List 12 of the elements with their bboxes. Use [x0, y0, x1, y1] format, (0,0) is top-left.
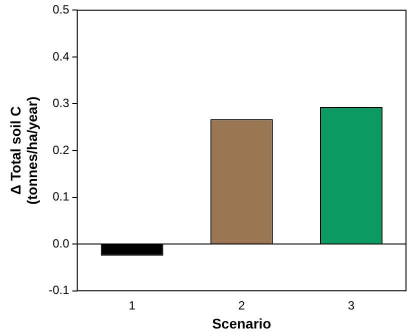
y-tick-label: 0.1 — [52, 190, 70, 204]
x-axis-title: Scenario — [212, 315, 272, 332]
x-tick-label: 2 — [238, 298, 246, 312]
x-tick-label: 3 — [348, 298, 355, 312]
y-tick-label: 0.3 — [52, 96, 70, 110]
y-axis-title: Δ Total soil C (tonnes/ha/year) — [7, 96, 40, 205]
y-tick-label: 0.5 — [52, 2, 70, 17]
y-tick-label: 0.0 — [52, 236, 70, 250]
x-tick-label: 1 — [128, 298, 136, 312]
y-tick-label: 0.2 — [52, 142, 70, 157]
y-tick-label: -0.1 — [48, 283, 70, 298]
y-tick-label: 0.4 — [52, 49, 70, 64]
